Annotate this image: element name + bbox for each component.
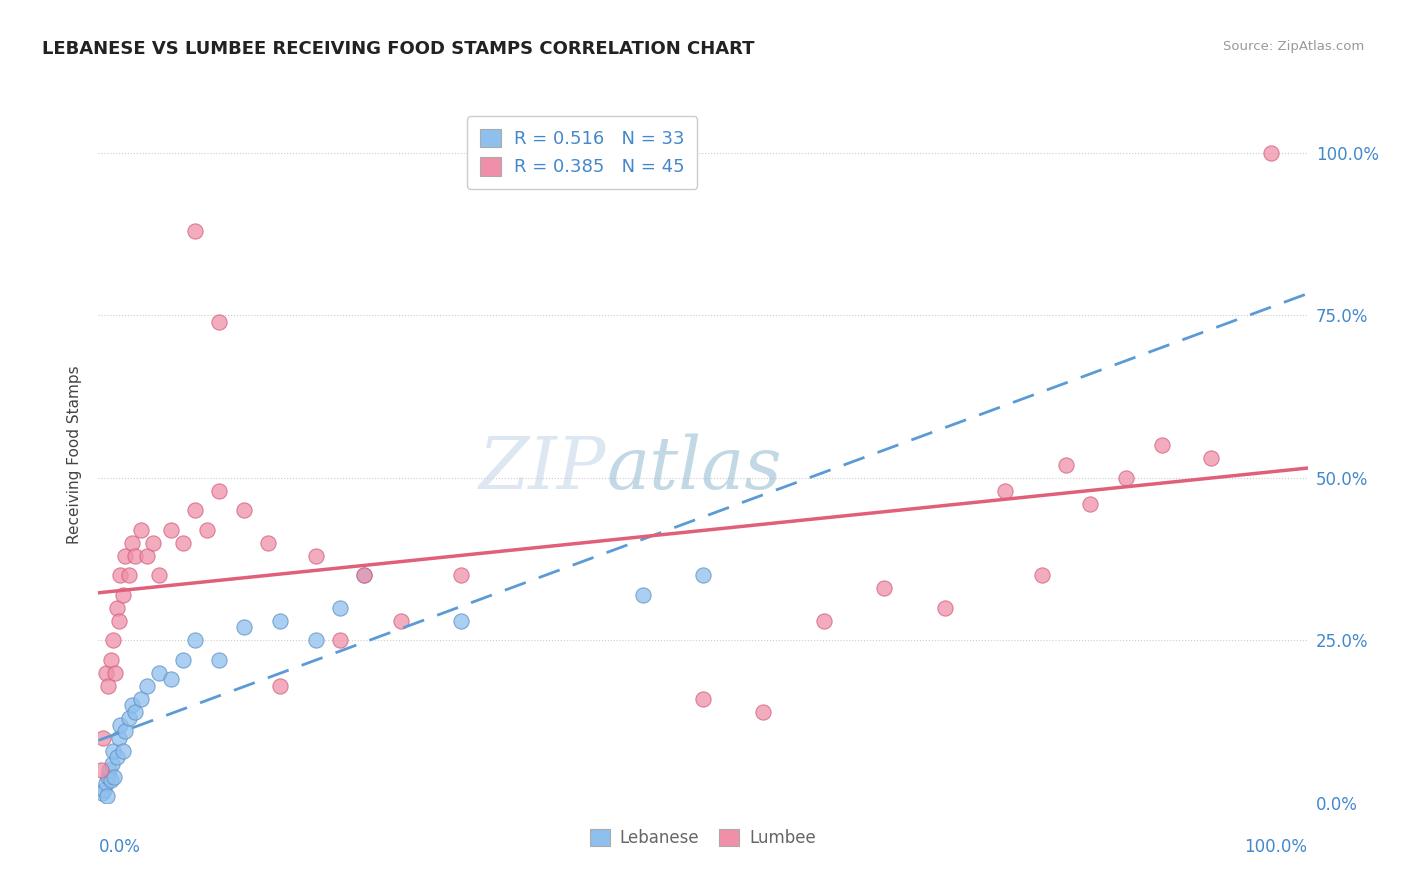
Point bbox=[148, 568, 170, 582]
Point bbox=[142, 535, 165, 549]
Point bbox=[97, 770, 120, 784]
Point bbox=[98, 764, 121, 778]
Point bbox=[105, 600, 128, 615]
Point bbox=[100, 756, 122, 771]
Point bbox=[873, 581, 896, 595]
Point bbox=[184, 503, 207, 517]
Point bbox=[96, 789, 118, 804]
Point bbox=[172, 653, 194, 667]
Point bbox=[1031, 568, 1053, 582]
Point bbox=[108, 568, 131, 582]
Point bbox=[1078, 497, 1101, 511]
Point bbox=[1152, 438, 1174, 452]
Point bbox=[692, 691, 714, 706]
Point bbox=[111, 744, 134, 758]
Point bbox=[305, 549, 328, 563]
Y-axis label: Receiving Food Stamps: Receiving Food Stamps bbox=[67, 366, 83, 544]
Point bbox=[90, 764, 112, 778]
Point bbox=[118, 568, 141, 582]
Point bbox=[256, 535, 278, 549]
Point bbox=[160, 672, 183, 686]
Point bbox=[1199, 451, 1222, 466]
Point bbox=[124, 549, 146, 563]
Point bbox=[813, 614, 835, 628]
Point bbox=[105, 750, 128, 764]
Point bbox=[121, 698, 143, 713]
Point bbox=[118, 711, 141, 725]
Point bbox=[101, 744, 124, 758]
Point bbox=[124, 705, 146, 719]
Point bbox=[129, 691, 152, 706]
Point bbox=[1054, 458, 1077, 472]
Point bbox=[450, 614, 472, 628]
Point bbox=[329, 633, 352, 648]
Point bbox=[108, 731, 131, 745]
Text: Source: ZipAtlas.com: Source: ZipAtlas.com bbox=[1223, 40, 1364, 54]
Point bbox=[148, 665, 170, 680]
Point bbox=[450, 568, 472, 582]
Point bbox=[135, 549, 157, 563]
Point bbox=[101, 633, 124, 648]
Point bbox=[631, 588, 654, 602]
Point bbox=[208, 653, 231, 667]
Point bbox=[752, 705, 775, 719]
Point bbox=[135, 679, 157, 693]
Point bbox=[208, 315, 231, 329]
Point bbox=[934, 600, 956, 615]
Point bbox=[305, 633, 328, 648]
Point bbox=[111, 588, 134, 602]
Point bbox=[329, 600, 352, 615]
Point bbox=[129, 523, 152, 537]
Point bbox=[100, 772, 122, 787]
Point bbox=[94, 665, 117, 680]
Text: 0.0%: 0.0% bbox=[98, 838, 141, 855]
Point bbox=[353, 568, 375, 582]
Text: 100.0%: 100.0% bbox=[1244, 838, 1308, 855]
Point bbox=[121, 535, 143, 549]
Point bbox=[184, 224, 207, 238]
Point bbox=[692, 568, 714, 582]
Point bbox=[103, 770, 125, 784]
Point bbox=[269, 614, 291, 628]
Text: ZIP: ZIP bbox=[479, 434, 606, 504]
Point bbox=[232, 503, 254, 517]
Point bbox=[269, 679, 291, 693]
Point bbox=[1260, 145, 1282, 160]
Point bbox=[94, 776, 117, 790]
Point bbox=[93, 782, 115, 797]
Point bbox=[208, 483, 231, 498]
Point bbox=[114, 724, 136, 739]
Point bbox=[195, 523, 218, 537]
Point bbox=[232, 620, 254, 634]
Point bbox=[91, 786, 114, 800]
Point bbox=[1115, 471, 1137, 485]
Point bbox=[91, 731, 114, 745]
Text: atlas: atlas bbox=[606, 434, 782, 504]
Legend: Lebanese, Lumbee: Lebanese, Lumbee bbox=[579, 819, 827, 857]
Point bbox=[994, 483, 1017, 498]
Point bbox=[104, 665, 127, 680]
Point bbox=[100, 653, 122, 667]
Point bbox=[114, 549, 136, 563]
Point bbox=[108, 718, 131, 732]
Point bbox=[108, 614, 131, 628]
Point bbox=[389, 614, 412, 628]
Text: LEBANESE VS LUMBEE RECEIVING FOOD STAMPS CORRELATION CHART: LEBANESE VS LUMBEE RECEIVING FOOD STAMPS… bbox=[42, 40, 755, 58]
Point bbox=[172, 535, 194, 549]
Point bbox=[97, 679, 120, 693]
Point bbox=[160, 523, 183, 537]
Point bbox=[353, 568, 375, 582]
Point bbox=[184, 633, 207, 648]
